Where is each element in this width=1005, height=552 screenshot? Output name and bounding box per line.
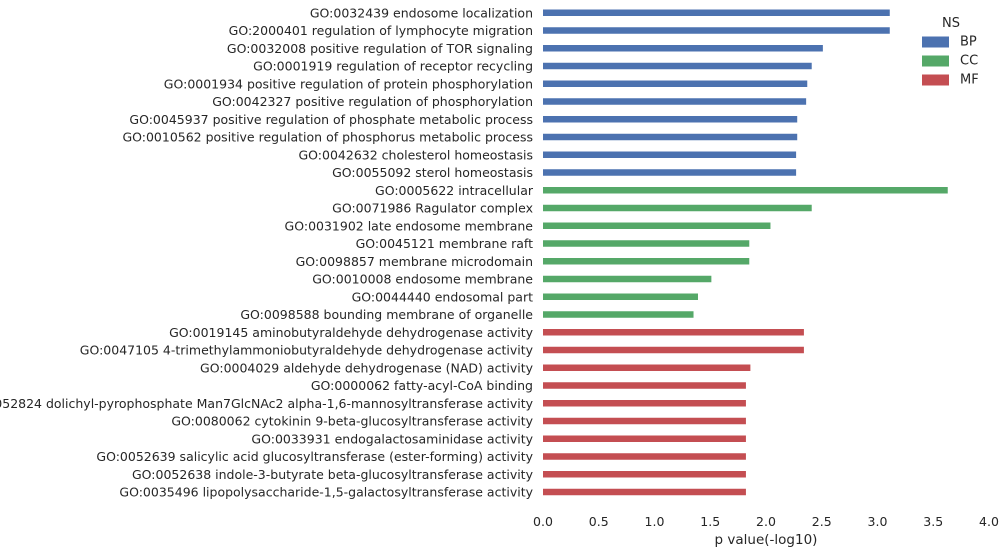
x-tick-label: 2.0 xyxy=(756,514,776,529)
bar-bp xyxy=(543,27,890,34)
x-tick-label: 3.5 xyxy=(923,514,943,529)
category-label: GO:0045937 positive regulation of phosph… xyxy=(129,112,533,127)
bar-cc xyxy=(543,293,698,300)
x-tick-label: 4.0 xyxy=(979,514,999,529)
bar-cc xyxy=(543,222,771,229)
legend-label-cc: CC xyxy=(960,54,978,69)
bar-bp xyxy=(543,116,798,123)
category-label: GO:0098857 membrane microdomain xyxy=(296,254,533,269)
bar-bp xyxy=(543,45,823,52)
category-label: GO:0055092 sterol homeostasis xyxy=(332,165,533,180)
category-label: GO:0010008 endosome membrane xyxy=(312,272,533,287)
bar-bp xyxy=(543,151,797,158)
category-label: GO:0042632 cholesterol homeostasis xyxy=(299,147,534,162)
bar-bp xyxy=(543,169,797,176)
bar-cc xyxy=(543,311,694,318)
x-tick-label: 1.0 xyxy=(645,514,665,529)
legend-label-mf: MF xyxy=(960,73,979,88)
category-label: GO:0000062 fatty-acyl-CoA binding xyxy=(311,378,533,393)
category-label: GO:0045121 membrane raft xyxy=(356,236,534,251)
category-label: GO:0032008 positive regulation of TOR si… xyxy=(227,41,533,56)
x-tick-label: 0.5 xyxy=(589,514,609,529)
category-label: GO:0052639 salicylic acid glucosyltransf… xyxy=(96,449,533,464)
legend-swatch-cc xyxy=(922,55,949,67)
category-label: GO:0033931 endogalactosaminidase activit… xyxy=(251,431,533,446)
category-label: GO:0032439 endosome localization xyxy=(310,5,533,20)
bar-mf xyxy=(543,346,804,354)
legend-title: NS xyxy=(942,16,960,31)
category-label: GO:0052638 indole-3-butyrate beta-glucos… xyxy=(132,467,534,482)
x-tick-label: 3.0 xyxy=(868,514,888,529)
bar-bp xyxy=(543,98,807,105)
legend-swatch-bp xyxy=(922,36,949,48)
category-label: GO:0005622 intracellular xyxy=(375,183,534,198)
bar-mf xyxy=(543,435,746,442)
category-label: GO:0004029 aldehyde dehydrogenase (NAD) … xyxy=(200,360,534,375)
category-label: GO:0098588 bounding membrane of organell… xyxy=(240,307,533,322)
bar-bp xyxy=(543,9,890,16)
bar-bp xyxy=(543,62,812,70)
bar-cc xyxy=(543,275,712,283)
x-axis-title: p value(-log10) xyxy=(715,532,818,548)
bar-mf xyxy=(543,453,746,460)
bar-cc xyxy=(543,204,812,212)
bar-mf xyxy=(543,488,746,496)
bar-mf xyxy=(543,329,804,336)
x-tick-label: 2.5 xyxy=(812,514,832,529)
legend: NS BP CC MF xyxy=(922,16,979,88)
x-tick-labels-layer: 0.0 0.5 1.0 1.5 2.0 2.5 3.0 3.5 4.0 xyxy=(533,514,999,529)
category-label: GO:0042327 positive regulation of phosph… xyxy=(212,94,533,109)
bar-mf xyxy=(543,364,751,371)
bar-bp xyxy=(543,80,808,87)
category-label: GO:2000401 regulation of lymphocyte migr… xyxy=(229,23,533,38)
bar-mf xyxy=(543,417,746,425)
x-tick-label: 0.0 xyxy=(533,514,553,529)
category-label: GO:0044440 endosomal part xyxy=(352,289,534,304)
bars-layer xyxy=(543,9,948,496)
category-label: GO:0071986 Ragulator complex xyxy=(332,201,533,216)
legend-swatch-mf xyxy=(922,74,949,86)
category-label: GO:0035496 lipopolysaccharide-1,5-galact… xyxy=(119,485,533,500)
category-label: GO:0010562 positive regulation of phosph… xyxy=(122,130,533,145)
category-label: GO:0019145 aminobutyraldehyde dehydrogen… xyxy=(169,325,533,340)
bar-cc xyxy=(543,187,948,194)
legend-label-bp: BP xyxy=(960,35,977,50)
category-label: GO:0047105 4-trimethylammoniobutyraldehy… xyxy=(80,343,534,358)
x-tick-label: 1.5 xyxy=(700,514,720,529)
category-label: GO:0080062 cytokinin 9-beta-glucosyltran… xyxy=(171,414,533,429)
bar-cc xyxy=(543,240,750,247)
bar-mf xyxy=(543,382,746,389)
category-labels-layer: GO:0032439 endosome localization GO:20004… xyxy=(0,5,534,499)
bar-mf xyxy=(543,400,746,407)
category-label: GO:0001919 regulation of receptor recycl… xyxy=(253,59,533,74)
category-label: GO:0052824 dolichyl-pyrophosphate Man7Gl… xyxy=(0,396,534,411)
bar-mf xyxy=(543,471,746,478)
legend-entries: BP CC MF xyxy=(922,35,979,88)
category-label: GO:0001934 positive regulation of protei… xyxy=(164,76,533,91)
bar-bp xyxy=(543,133,798,141)
bar-cc xyxy=(543,258,750,265)
category-label: GO:0031902 late endosome membrane xyxy=(285,218,534,233)
